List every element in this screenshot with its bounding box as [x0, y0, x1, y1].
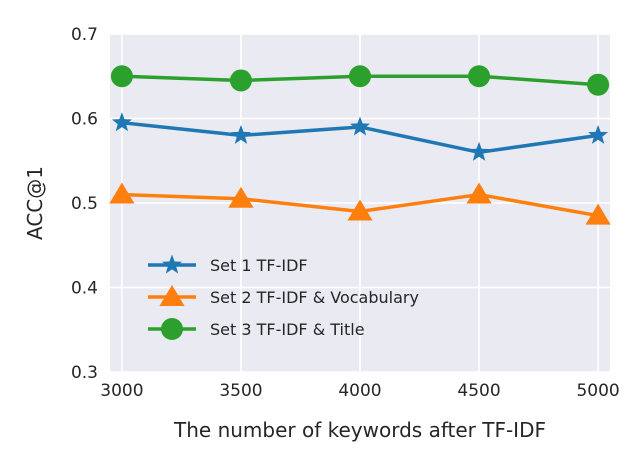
series-2: [109, 182, 611, 225]
x-tick-label: 4500: [457, 381, 500, 401]
legend-label: Set 3 TF-IDF & Title: [210, 320, 365, 339]
series-3-point: [468, 65, 491, 88]
legend-marker: [159, 285, 185, 306]
legend-marker: [162, 254, 182, 274]
legend-item: Set 3 TF-IDF & Title: [148, 318, 365, 340]
x-tick-label: 4000: [338, 381, 381, 401]
series-1: [111, 112, 609, 161]
y-tick-label: 0.7: [71, 25, 98, 45]
x-axis-ticks: 3000 3500 4000 4500 5000: [100, 381, 619, 401]
series-3-point: [349, 65, 371, 88]
series-3-point: [229, 69, 252, 92]
series-3-point: [587, 73, 610, 96]
y-tick-label: 0.4: [71, 279, 98, 299]
legend-item: Set 2 TF-IDF & Vocabulary: [148, 285, 419, 307]
series: [109, 65, 611, 225]
x-tick-label: 3000: [100, 381, 143, 401]
y-tick-label: 0.5: [71, 194, 98, 214]
y-axis-ticks: 0.3 0.4 0.5 0.6 0.7: [71, 25, 98, 383]
series-1-point: [111, 112, 132, 132]
series-2-point: [585, 203, 611, 225]
x-tick-label: 3500: [219, 381, 262, 401]
series-2-point: [347, 199, 373, 221]
x-axis-label: The number of keywords after TF-IDF: [173, 418, 546, 442]
y-axis-label: ACC@1: [23, 166, 47, 240]
legend-label: Set 2 TF-IDF & Vocabulary: [210, 288, 419, 307]
legend: Set 1 TF-IDF Set 2 TF-IDF & Vocabulary Set…: [148, 254, 419, 340]
y-tick-label: 0.3: [71, 363, 98, 383]
x-tick-label: 5000: [576, 381, 619, 401]
legend-item: Set 1 TF-IDF: [148, 254, 308, 275]
series-3: [110, 65, 610, 96]
legend-label: Set 1 TF-IDF: [210, 256, 308, 275]
series-2-point: [228, 186, 254, 208]
series-2-point: [109, 182, 135, 204]
series-1-point: [588, 124, 609, 144]
series-1-point: [230, 124, 251, 144]
series-2-point: [466, 182, 492, 204]
y-tick-label: 0.6: [71, 110, 98, 130]
legend-marker: [161, 318, 183, 340]
series-3-point: [110, 65, 133, 88]
series-1-point: [350, 116, 370, 136]
series-1-point: [469, 141, 490, 161]
